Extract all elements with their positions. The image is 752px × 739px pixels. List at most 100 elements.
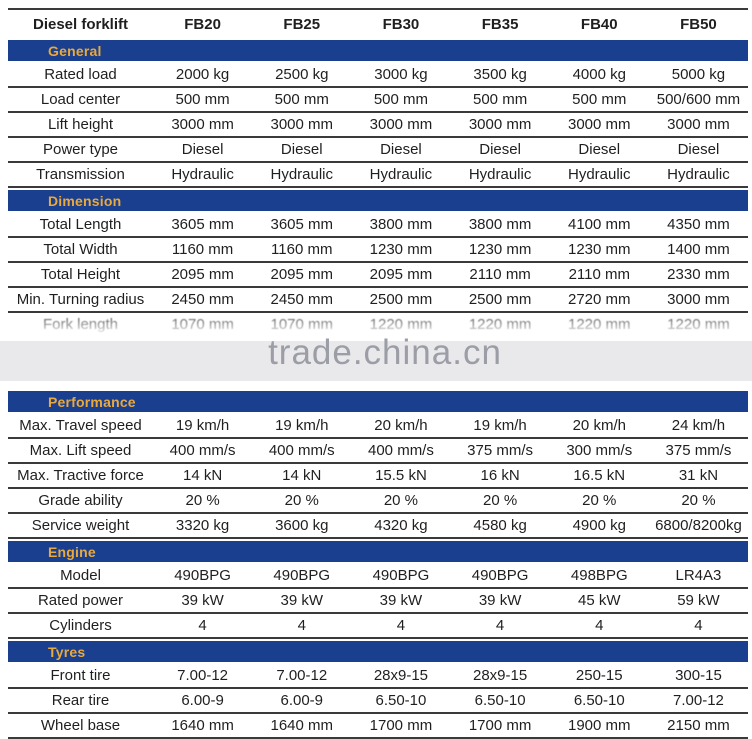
spec-value: 4 [297,617,306,634]
spec-value: 400 mm/s [169,442,236,459]
spec-value: 1220 mm [568,316,631,333]
spec-value: 6.50-10 [375,692,427,709]
spec-row-rated-load: Rated load 2000 kg 2500 kg 3000 kg 3500 kg 40… [8,63,748,88]
section-title: Tyres [48,643,86,660]
spec-label: Fork length [42,316,119,333]
spec-row-max-tractive-force: Max. Tractive force 14 kN 14 kN 15.5 kN 16 k… [8,464,748,489]
spec-value: 2500 mm [369,291,433,308]
spec-value: 39 kW [379,592,423,609]
spec-value: 20 % [483,492,518,509]
spec-label: Total Width [43,241,118,258]
spec-value: 28x9-15 [472,667,528,684]
spec-value: 59 kW [677,592,720,609]
spec-value: 14 kN [282,467,322,484]
spec-value: 6.00-9 [280,692,324,709]
spec-value: 500 mm [473,91,528,108]
spec-value: 6.50-10 [573,692,625,709]
spec-value: Hydraulic [568,166,631,183]
section-band-general: General [8,40,748,61]
spec-value: 1230 mm [468,241,532,258]
spec-value: 250-15 [575,667,623,684]
spec-value: 20 % [284,492,319,509]
spec-row-service-weight: Service weight 3320 kg 3600 kg 4320 kg 4580 … [8,514,748,539]
spec-value: 3000 kg [374,66,428,83]
spec-value: 2500 kg [275,66,329,83]
spec-value: 19 km/h [473,417,527,434]
table-corner-label: Diesel forklift [32,15,129,33]
spec-value: 31 kN [678,467,719,484]
spec-value: 2500 mm [468,291,532,308]
spec-value: 2150 mm [667,717,730,734]
spec-value: 6800/8200kg [655,517,742,534]
spec-value: 1160 mm [171,241,234,258]
spec-value: Hydraulic [468,166,532,183]
spec-label: Transmission [36,166,125,183]
spec-value: 3500 kg [473,66,527,83]
spec-value: 2720 mm [568,291,631,308]
spec-row-rated-power: Rated power 39 kW 39 kW 39 kW 39 kW 45 kW 59 k… [8,589,748,614]
spec-value: 500/600 mm [656,91,741,108]
spec-value: 3000 mm [468,116,532,133]
spec-value: 16.5 kN [573,467,626,484]
spec-value: 3800 mm [468,216,532,233]
spec-value: 2095 mm [171,266,234,283]
model-column-header-fb35: FB35 [481,15,519,33]
spec-value: 3320 kg [175,517,230,534]
section-band-dimension: Dimension [8,190,748,211]
spec-label: Max. Tractive force [17,467,144,484]
spec-value: 19 km/h [175,417,230,434]
spec-row-lift-height: Lift height 3000 mm 3000 mm 3000 mm 3000 mm 3… [8,113,748,138]
spec-value: 498BPG [570,567,628,584]
spec-value: 3000 mm [270,116,334,133]
spec-value: 1700 mm [369,717,433,734]
spec-value: 500 mm [572,91,627,108]
spec-value: 4 [595,617,604,634]
spec-value: Hydraulic [369,166,433,183]
spec-value: Diesel [181,141,224,158]
spec-value: 4900 kg [572,517,626,534]
spec-value: Diesel [578,141,621,158]
spec-row-transmission: Transmission Hydraulic Hydraulic Hydraulic H… [8,163,748,188]
spec-value: 16 kN [480,467,520,484]
spec-value: 490BPG [273,567,331,584]
spec-label: Max. Lift speed [29,442,132,459]
spec-value: 3000 mm [171,116,234,133]
spec-value: 19 km/h [275,417,329,434]
spec-label: Service weight [31,517,130,534]
watermark-band: trade.china.cn [0,333,752,381]
spec-value: 375 mm/s [665,442,732,459]
spec-value: 2450 mm [171,291,234,308]
spec-label: Min. Turning radius [16,291,145,308]
spec-value: 1700 mm [468,717,532,734]
spec-value: 20 % [681,492,716,509]
model-column-header-fb50: FB50 [680,15,717,33]
spec-value: 4350 mm [667,216,730,233]
spec-value: 4 [495,617,505,634]
section-title: General [48,42,102,59]
spec-value: 4000 kg [572,66,626,83]
spec-row-total-height: Total Height 2095 mm 2095 mm 2095 mm 2110 mm… [8,263,748,288]
spec-value: 3800 mm [369,216,433,233]
spec-value: 400 mm/s [368,442,434,459]
spec-label: Max. Travel speed [19,417,142,434]
spec-label: Rear tire [51,692,110,709]
spec-value: 20 % [185,492,220,509]
spec-value: 2110 mm [568,266,630,283]
spec-value: 1220 mm [667,316,730,333]
spec-row-wheel-base: Wheel base 1640 mm 1640 mm 1700 mm 1700 mm 19… [8,714,748,739]
spec-value: 3600 kg [275,517,329,534]
spec-value: 24 km/h [671,417,726,434]
spec-value: 2095 mm [270,266,334,283]
spec-label: Cylinders [49,617,112,634]
spec-value: 7.00-12 [276,667,328,684]
spec-value: 39 kW [280,592,324,609]
spec-label: Total Length [39,216,122,233]
spec-value: Diesel [479,141,521,158]
model-column-header-fb30: FB30 [382,15,420,33]
spec-value: Diesel [280,141,323,158]
spec-row-total-width: Total Width 1160 mm 1160 mm 1230 mm 1230 mm 1… [8,238,748,263]
spec-value: 2450 mm [270,291,334,308]
spec-label: Grade ability [38,492,123,509]
spec-value: 3605 mm [171,216,234,233]
